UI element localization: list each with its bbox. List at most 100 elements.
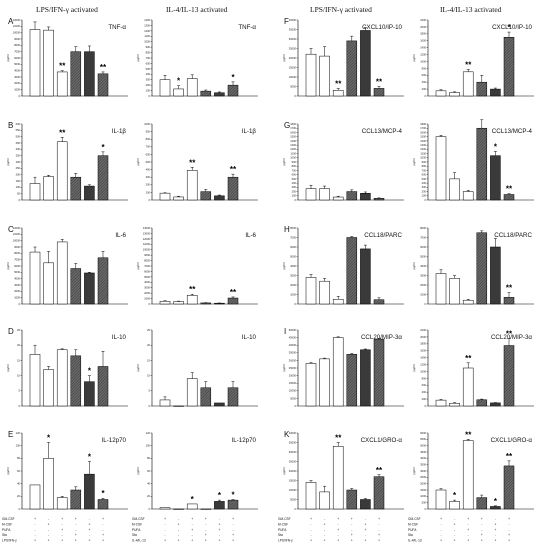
bar xyxy=(490,246,501,305)
y-tick-label: 12000 xyxy=(13,18,21,22)
significance-marker: ** xyxy=(506,452,513,461)
treatment-sign: - xyxy=(351,522,352,526)
y-tick-label: 300 xyxy=(422,185,427,189)
significance-marker: ** xyxy=(230,288,237,297)
y-tick-label: 800 xyxy=(422,164,427,168)
treatment-sign: + xyxy=(178,522,180,526)
treatment-sign: + xyxy=(75,533,77,537)
bar xyxy=(159,399,171,407)
y-tick-label: 10 xyxy=(17,374,20,378)
y-tick-label: 200 xyxy=(146,183,151,187)
y-axis-label: pg/ml xyxy=(136,262,140,270)
treatment-sign: - xyxy=(232,522,233,526)
significance-marker: * xyxy=(231,73,235,82)
bar xyxy=(186,170,198,201)
y-tick-label: 15 xyxy=(147,358,150,362)
y-tick-label: 200 xyxy=(422,397,427,401)
y-tick-label: 1000 xyxy=(420,494,426,498)
y-tick-label: 0 xyxy=(149,404,151,408)
bar xyxy=(97,499,109,510)
y-tick-label: 1600 xyxy=(420,349,426,353)
y-tick-label: 250 xyxy=(16,166,21,170)
y-tick-label: 1400 xyxy=(144,18,150,22)
y-tick-label: 6000 xyxy=(144,269,150,273)
y-tick-label: 0 xyxy=(295,302,297,306)
bar xyxy=(186,78,198,97)
bar xyxy=(84,473,95,510)
treatment-sign: - xyxy=(205,522,206,526)
treatment-label: Sta xyxy=(278,533,283,537)
bar xyxy=(476,497,488,510)
y-tick-label: 2200 xyxy=(420,18,426,22)
y-axis-label: pg/ml xyxy=(282,158,286,166)
y-tick-label: 1200 xyxy=(144,29,150,33)
treatment-sign: - xyxy=(324,528,325,532)
y-tick-label: 10000 xyxy=(289,488,297,492)
y-axis-label: pg/ml xyxy=(412,54,416,62)
y-tick-label: 13000 xyxy=(143,231,151,235)
bar xyxy=(97,73,109,97)
treatment-sign: - xyxy=(62,522,63,526)
bar xyxy=(490,155,501,201)
treatment-sign: + xyxy=(494,539,496,543)
y-tick-label: 8000 xyxy=(14,43,20,47)
y-tick-label: 600 xyxy=(292,173,297,177)
panel-title: CCL20/MIP-3α xyxy=(361,334,402,341)
bar xyxy=(305,188,317,201)
treatment-sign: + xyxy=(364,522,366,526)
y-tick-label: 2000 xyxy=(14,289,20,293)
treatment-sign: - xyxy=(468,533,469,537)
treatment-sign: + xyxy=(218,528,220,532)
y-tick-label: 3000 xyxy=(290,273,296,277)
y-tick-label: 20 xyxy=(17,494,20,498)
bar xyxy=(70,176,82,201)
y-tick-label: 10000 xyxy=(143,248,151,252)
treatment-sign: - xyxy=(164,528,165,532)
treatment-legend-3: GM-CSF + - + + - +M-CSF - + - - + -PUFA - - + - + -Sta - - - +… xyxy=(408,517,510,543)
panel-letter: A xyxy=(8,17,14,26)
bar xyxy=(173,301,184,305)
significance-marker: * xyxy=(191,495,195,504)
y-tick-label: 10000 xyxy=(289,75,297,79)
y-tick-label: 6000 xyxy=(14,264,20,268)
significance-marker: * xyxy=(177,77,181,86)
bar xyxy=(503,465,515,510)
treatment-sign: + xyxy=(75,517,77,521)
bar xyxy=(449,92,460,97)
y-tick-label: 500 xyxy=(422,501,427,505)
bar xyxy=(503,345,515,407)
treatment-label: GM-CSF xyxy=(132,517,145,521)
bar xyxy=(214,92,225,97)
y-tick-label: 4000 xyxy=(14,277,20,281)
treatment-sign: + xyxy=(508,539,510,543)
y-axis-label: pg/ml xyxy=(6,262,10,270)
y-tick-label: 300 xyxy=(16,160,21,164)
bar xyxy=(214,302,225,305)
significance-marker: * xyxy=(494,142,498,151)
bar xyxy=(360,499,371,510)
bar xyxy=(214,402,225,407)
bar xyxy=(29,29,41,97)
bar xyxy=(29,484,41,510)
y-tick-label: 1700 xyxy=(290,126,296,130)
significance-marker: ** xyxy=(59,62,66,71)
y-tick-label: 1500 xyxy=(420,488,426,492)
treatment-sign: + xyxy=(232,533,234,537)
panel-title: CCL18/PARC xyxy=(494,232,532,239)
bar xyxy=(360,192,371,201)
treatment-label: M-CSF xyxy=(408,522,418,526)
panel-2: 0 5000 10000 15000 20000 25000 30000 35000 40000… xyxy=(282,17,404,98)
y-tick-label: 100 xyxy=(16,185,21,189)
y-tick-label: 40 xyxy=(17,482,20,486)
bar xyxy=(360,30,371,97)
significance-marker: * xyxy=(47,434,51,443)
bar xyxy=(173,196,184,201)
bar xyxy=(227,84,239,97)
y-tick-label: 800 xyxy=(422,66,427,70)
panel-letter: K xyxy=(284,430,290,439)
bar xyxy=(97,366,109,407)
y-tick-label: 11000 xyxy=(143,242,151,246)
bar xyxy=(449,278,460,305)
treatment-sign: + xyxy=(378,539,380,543)
y-tick-label: 12000 xyxy=(143,237,151,241)
